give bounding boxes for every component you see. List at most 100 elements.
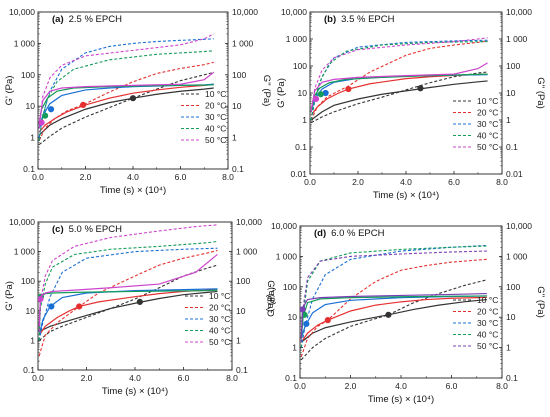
x-tick-label: 0.0 — [32, 373, 44, 383]
series-gpp-dashed — [38, 249, 218, 357]
y2-tick-label: 0.1 — [236, 365, 248, 375]
legend-label: 50 °C — [477, 341, 498, 351]
x-tick-label: 4.0 — [400, 177, 412, 187]
series-group — [300, 244, 487, 361]
series-gpp-dashed — [38, 264, 218, 341]
crossover-point — [38, 295, 44, 303]
panel-subtitle: 2.5 % EPCH — [69, 14, 122, 25]
legend-label: 40 °C — [477, 131, 498, 141]
series-gpp-dashed — [310, 39, 488, 121]
y2-tick-label: 10 — [506, 312, 516, 322]
y2-tick-label: 0.01 — [506, 169, 523, 179]
y2-tick-label: 1 — [236, 335, 241, 345]
panel-subtitle: 3.5 % EPCH — [341, 14, 394, 25]
crossover-point — [129, 95, 137, 102]
series-gpp-dashed — [38, 71, 214, 146]
y-tick-label: 100 — [21, 276, 35, 286]
y2-tick-label: 10,000 — [236, 217, 262, 227]
y2-tick-label: 0.1 — [232, 164, 244, 174]
y-tick-label: 100 — [293, 61, 307, 71]
x-tick-label: 4.0 — [129, 373, 141, 383]
y-axis-label: G' (Pa) — [4, 76, 15, 106]
x-tick-label: 2.0 — [352, 177, 364, 187]
y2-tick-label: 1 — [506, 343, 511, 353]
x-axis-label: Time (s) × (10⁴) — [102, 386, 168, 397]
series-gpp-dashed — [310, 40, 488, 121]
x-tick-label: 0.0 — [304, 177, 316, 187]
crossover-point — [417, 85, 424, 92]
y-tick-label: 10 — [298, 88, 308, 98]
y-tick-label: 1 000 — [276, 251, 298, 261]
y2-tick-label: 1 000 — [232, 38, 254, 48]
x-tick-label: 2.0 — [80, 172, 92, 182]
panel-title: (d) 6.0 % EPCH — [314, 228, 385, 239]
y2-tick-label: 10,000 — [506, 221, 532, 231]
x-axis-label: Time (s) × (10⁴) — [368, 394, 434, 405]
crossover-point — [80, 101, 87, 109]
panel-label: (c) — [52, 224, 64, 235]
x-tick-label: 8.0 — [226, 373, 238, 383]
legend-label: 20 °C — [209, 303, 230, 313]
legend-label: 30 °C — [205, 112, 226, 122]
panel-title: (a) 2.5 % EPCH — [52, 14, 122, 25]
y2-axis-label: G'' (Pa) — [265, 280, 276, 312]
y-axis-label: G' (Pa) — [266, 287, 277, 317]
crossover-point — [385, 311, 392, 318]
legend-label: 10 °C — [477, 295, 498, 305]
series-gp-solid — [310, 80, 488, 121]
series-gpp-dashed — [310, 37, 488, 112]
y-tick-label: 1 — [30, 335, 35, 345]
legend-label: 30 °C — [477, 119, 498, 129]
x-axis-label: Time (s) × (10⁴) — [373, 190, 439, 201]
x-tick-label: 6.0 — [448, 177, 460, 187]
crossover-point — [303, 320, 310, 328]
legend-label: 10 °C — [477, 96, 498, 106]
x-axis-label: Time (s) × (10⁴) — [100, 185, 166, 196]
y2-tick-label: 1 — [506, 115, 511, 125]
y2-tick-label: 1 000 — [236, 247, 258, 257]
y-tick-label: 1 000 — [14, 38, 36, 48]
y-axis-label: G' (Pa) — [4, 281, 15, 311]
crossover-point — [317, 91, 324, 98]
series-gp-solid — [310, 73, 488, 116]
y-tick-label: 10,000 — [9, 217, 35, 227]
y2-tick-label: 1 000 — [506, 34, 528, 44]
legend-label: 40 °C — [477, 330, 498, 340]
x-tick-label: 8.0 — [222, 172, 234, 182]
crossover-point — [38, 119, 45, 126]
x-tick-label: 8.0 — [496, 381, 508, 391]
legend-label: 20 °C — [477, 108, 498, 118]
x-tick-label: 6.0 — [446, 381, 458, 391]
legend-label: 10 °C — [205, 89, 226, 99]
legend-label: 30 °C — [477, 318, 498, 328]
y2-tick-label: 1 000 — [506, 251, 528, 261]
crossover-point — [42, 112, 49, 119]
series-gpp-dashed — [38, 38, 214, 138]
crossover-point — [48, 303, 55, 310]
y-tick-label: 0.1 — [23, 164, 35, 174]
legend-label: 30 °C — [209, 314, 230, 324]
series-gp-solid — [310, 73, 488, 112]
y2-tick-label: 10 — [232, 101, 242, 111]
series-gp-solid — [38, 71, 215, 123]
y-tick-label: 0.1 — [23, 365, 35, 375]
crossover-point — [324, 317, 331, 324]
y2-axis-label: G'' (Pa) — [535, 286, 546, 318]
series-gp-solid — [310, 62, 488, 110]
series-gp-solid — [38, 84, 214, 126]
y-tick-label: 100 — [21, 70, 35, 80]
y2-tick-label: 100 — [236, 276, 250, 286]
y-tick-label: 1 000 — [286, 34, 308, 44]
y-tick-label: 1 — [302, 115, 307, 125]
legend-label: 20 °C — [477, 307, 498, 317]
crossover-point — [76, 303, 83, 310]
y2-tick-label: 10 — [506, 88, 516, 98]
plot-frame — [37, 11, 229, 170]
y-axis-label: G' (Pa) — [276, 78, 287, 108]
legend-label: 40 °C — [209, 326, 230, 336]
y-tick-label: 10 — [26, 306, 36, 316]
y-tick-label: 0.01 — [290, 169, 307, 179]
y-tick-label: 10,000 — [281, 7, 307, 17]
